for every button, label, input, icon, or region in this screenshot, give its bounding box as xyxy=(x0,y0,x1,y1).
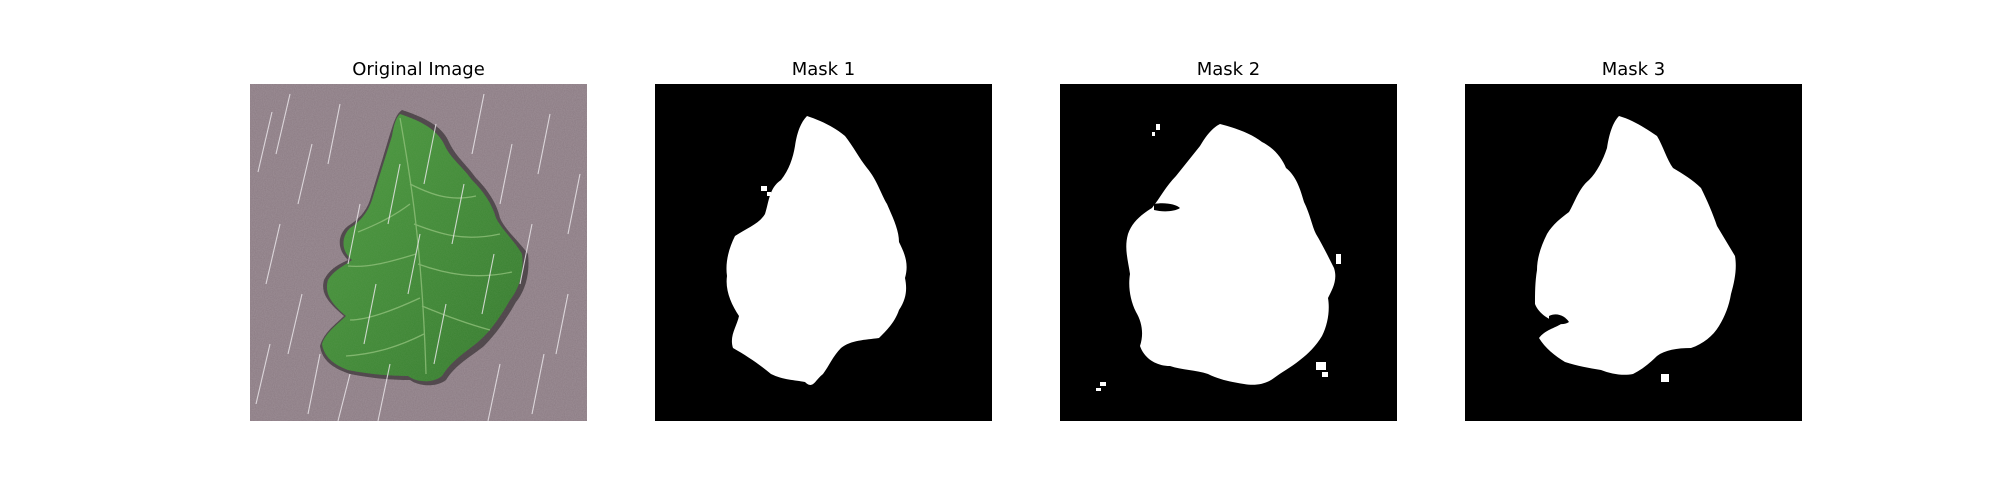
mask-2-region xyxy=(1126,124,1336,385)
panel-mask-2: Mask 2 xyxy=(1060,58,1397,423)
mask-1-region xyxy=(726,116,907,385)
mask-3-image xyxy=(1465,84,1802,421)
mask-2-image xyxy=(1060,84,1397,421)
panel-mask-3: Mask 3 xyxy=(1465,58,1802,423)
panel-original-image: Original Image xyxy=(250,58,587,423)
panel-title: Mask 2 xyxy=(1196,59,1261,80)
mask-3-region xyxy=(1535,116,1736,375)
panel-title: Mask 1 xyxy=(791,59,856,80)
panel-title: Mask 3 xyxy=(1601,59,1666,80)
panel-mask-1: Mask 1 xyxy=(655,58,992,423)
mask-1-image xyxy=(655,84,992,421)
panel-title: Original Image xyxy=(352,59,485,80)
original-leaf-image xyxy=(250,84,587,421)
rain-streaks xyxy=(255,93,581,421)
